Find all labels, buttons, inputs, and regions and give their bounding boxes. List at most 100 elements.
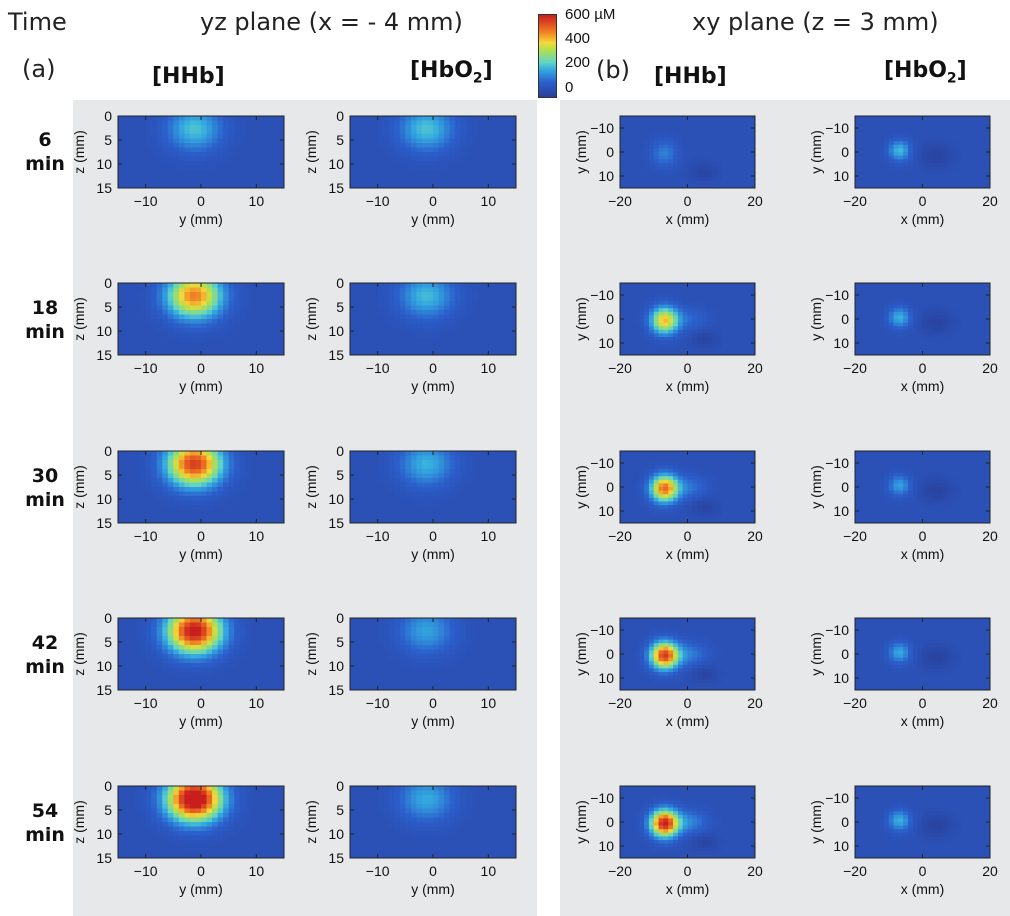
heatmap-cell: [692, 476, 698, 481]
heatmap-cell: [883, 818, 890, 823]
heatmap-cell: [162, 301, 169, 306]
y-tick-label: 0: [606, 311, 614, 327]
heatmap-cell: [673, 807, 679, 812]
heatmap-cell: [377, 116, 384, 121]
heatmap-cell: [217, 283, 224, 288]
heatmap-cell: [692, 657, 698, 662]
heatmap-cell: [917, 822, 923, 827]
heatmap-cell: [687, 822, 693, 827]
heatmap-cell: [455, 152, 462, 157]
heatmap-cell: [223, 487, 230, 492]
heatmap-cell: [206, 305, 213, 311]
heatmap-cell: [228, 319, 235, 324]
heatmap-cell: [673, 155, 679, 160]
heatmap-cell: [195, 152, 202, 157]
heatmap-cell: [701, 840, 708, 845]
heatmap-cell: [245, 627, 252, 632]
heatmap-cell: [239, 645, 246, 650]
heatmap-cell: [223, 451, 230, 456]
heatmap-cell: [883, 144, 890, 149]
heatmap-cell: [399, 636, 406, 641]
x-axis-label: y (mm): [411, 881, 455, 897]
colorbar-label-400: 400: [565, 30, 591, 47]
heatmap-cell: [663, 643, 669, 648]
heatmap-cell: [223, 116, 230, 121]
heatmap-cell: [682, 297, 688, 302]
heatmap-cell: [658, 319, 664, 324]
heatmap-cell: [903, 144, 909, 149]
heatmap-cell: [668, 479, 674, 484]
heatmap-cell: [223, 808, 230, 814]
heatmap-cell: [145, 813, 152, 818]
heatmap-cell: [927, 308, 933, 313]
heatmap-cell: [444, 283, 451, 288]
heatmap-cell: [416, 786, 423, 791]
heatmap-cell: [706, 501, 713, 506]
heatmap-cell: [405, 287, 412, 293]
y-tick-label: 0: [841, 311, 849, 327]
heatmap-cell: [912, 807, 919, 812]
heatmap-cell: [460, 305, 467, 311]
heatmap-cell: [927, 836, 933, 841]
heatmap-cell: [922, 650, 928, 655]
heatmap-cell: [460, 649, 467, 655]
x-tick-label: 0: [197, 528, 205, 544]
heatmap-cell: [377, 640, 384, 646]
heatmap-cell: [701, 664, 708, 669]
heatmap-cell: [383, 478, 390, 483]
heatmap-cell: [223, 804, 230, 809]
heatmap-cell: [663, 675, 669, 680]
heatmap-cell: [692, 840, 698, 845]
heatmap-cell: [388, 482, 395, 488]
heatmap-cell: [687, 832, 693, 837]
heatmap-cell: [410, 500, 417, 506]
heatmap-cell: [212, 464, 219, 470]
heatmap-cell: [644, 501, 650, 506]
heatmap-cell: [206, 464, 213, 470]
heatmap-cell: [189, 116, 196, 121]
heatmap-cell: [663, 625, 669, 630]
heatmap-cell: [399, 143, 406, 148]
heatmap-cell: [405, 496, 412, 501]
heatmap-cell: [716, 512, 722, 517]
heatmap-cell: [936, 166, 943, 171]
heatmap-cell: [438, 491, 445, 497]
heatmap-cell: [917, 162, 923, 167]
heatmap-cell: [405, 310, 412, 315]
heatmap-cell: [201, 804, 208, 809]
heatmap-cell: [673, 311, 679, 316]
heatmap-cell: [639, 319, 645, 324]
heatmap-cell: [677, 152, 684, 157]
heatmap-cell: [167, 505, 174, 510]
heatmap-cell: [653, 512, 660, 517]
heatmap-cell: [898, 497, 904, 502]
heatmap-cell: [648, 675, 655, 680]
heatmap-cell: [668, 836, 674, 841]
heatmap-cell: [673, 137, 679, 142]
heatmap-cell: [716, 668, 722, 673]
heatmap-cell: [438, 287, 445, 293]
heatmap-cell: [444, 822, 451, 827]
heatmap-cell: [383, 292, 390, 297]
heatmap-cell: [903, 664, 909, 669]
heatmap-cell: [466, 287, 473, 293]
heatmap-cell: [922, 832, 928, 837]
heatmap-cell: [427, 152, 434, 157]
heatmap-cell: [195, 120, 202, 126]
heatmap-cell: [178, 464, 185, 470]
heatmap-cell: [162, 835, 169, 841]
heatmap-cell: [460, 817, 467, 823]
x-axis-label: y (mm): [179, 713, 223, 729]
heatmap-cell: [377, 804, 384, 809]
heatmap-cell: [140, 799, 147, 805]
heatmap-cell: [405, 301, 412, 306]
heatmap-cell: [184, 328, 191, 333]
heatmap-cell: [936, 329, 943, 334]
heatmap-cell: [427, 310, 434, 315]
heatmap-cell: [145, 487, 152, 492]
heatmap-cell: [173, 138, 180, 144]
x-axis-label: x (mm): [666, 378, 710, 394]
heatmap-cell: [634, 646, 640, 651]
x-tick-label: 20: [747, 360, 763, 376]
